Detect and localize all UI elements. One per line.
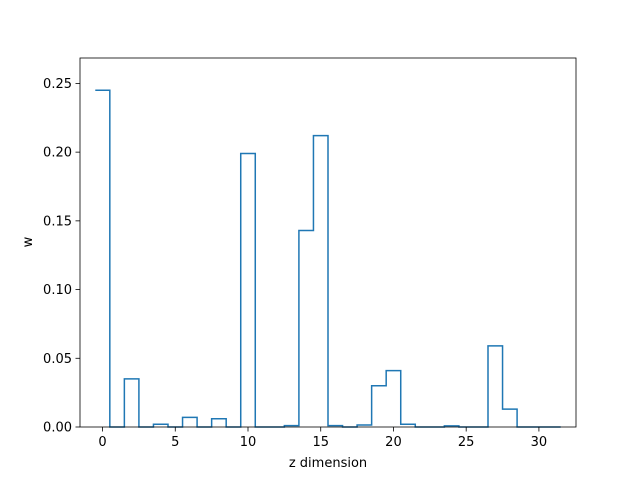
x-axis: 0 5 10 15 20 25 30 <box>98 427 547 450</box>
x-tick-label: 15 <box>312 435 329 450</box>
y-axis: 0.00 0.05 0.10 0.15 0.20 0.25 <box>43 77 80 436</box>
x-tick-label: 30 <box>531 435 548 450</box>
plot-area <box>79 57 577 428</box>
plot-frame <box>79 57 577 428</box>
x-tick-label: 20 <box>385 435 402 450</box>
y-tick-label: 0.00 <box>43 421 72 436</box>
x-tick-label: 10 <box>240 435 257 450</box>
y-tick-label: 0.10 <box>43 283 72 298</box>
y-tick-label: 0.15 <box>43 214 72 229</box>
y-tick-label: 0.20 <box>43 146 72 161</box>
x-tick-label: 25 <box>458 435 475 450</box>
series-line-0 <box>95 89 561 428</box>
y-tick-label: 0.25 <box>43 77 72 92</box>
y-axis-label: w <box>21 236 36 247</box>
x-tick-label: 5 <box>171 435 179 450</box>
y-tick-label: 0.05 <box>43 352 72 367</box>
x-tick-label: 0 <box>98 435 106 450</box>
x-axis-label: z dimension <box>289 456 367 471</box>
